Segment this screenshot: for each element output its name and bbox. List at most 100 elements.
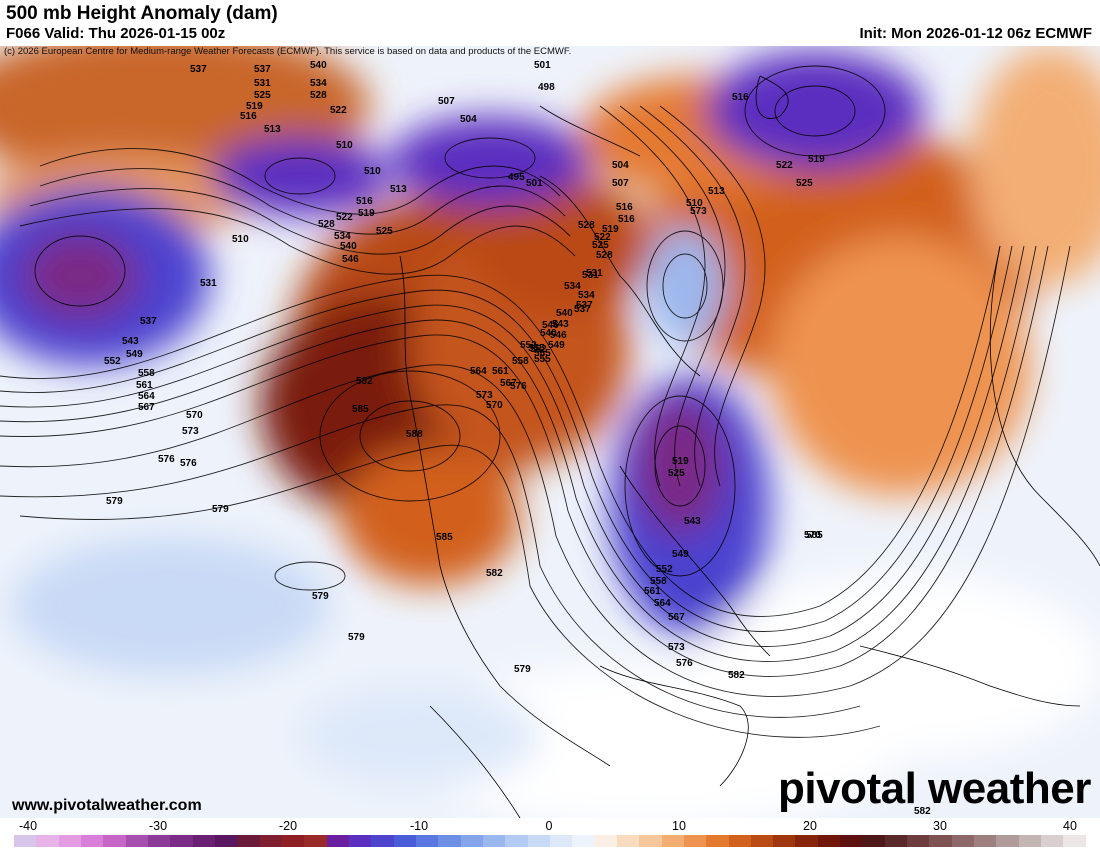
- contour-label: 537: [190, 64, 207, 75]
- contour-label: 567: [500, 378, 517, 389]
- colorbar-swatch: [125, 835, 148, 847]
- contour-label: 546: [542, 320, 559, 331]
- colorbar-swatch: [549, 835, 573, 847]
- colorbar-swatch: [371, 835, 394, 847]
- contour-label: 543: [552, 319, 569, 330]
- colorbar-swatch: [482, 835, 506, 847]
- colorbar-tick: 30: [933, 819, 947, 833]
- contour-label: 570: [186, 410, 203, 421]
- colorbar-swatch: [505, 835, 528, 847]
- contour-label: 549: [126, 349, 143, 360]
- contour-label: 558: [650, 576, 667, 587]
- contour-label: 558: [512, 356, 529, 367]
- colorbar-swatch: [706, 835, 729, 847]
- contour-label: 579: [348, 632, 365, 643]
- contour-label: 516: [732, 92, 749, 103]
- contour-label: 513: [708, 186, 725, 197]
- contour-label: 564: [470, 366, 487, 377]
- site-url[interactable]: www.pivotalweather.com: [12, 797, 202, 814]
- contour-label: 573: [690, 206, 707, 217]
- contour-label: 510: [364, 166, 381, 177]
- contour-label: 549: [672, 549, 689, 560]
- contour-label: 510: [232, 234, 249, 245]
- contour-label: 582: [728, 670, 745, 681]
- colorbar-swatch: [750, 835, 774, 847]
- contour-label: 495: [508, 172, 525, 183]
- contour-label: 516: [616, 202, 633, 213]
- contour-label: 525: [796, 178, 813, 189]
- contour-label: 543: [684, 516, 701, 527]
- contour-label: 537: [576, 300, 593, 311]
- colorbar-swatch: [683, 835, 707, 847]
- colorbar-swatch: [348, 835, 372, 847]
- contour-labels: 537 537 540 531 534 525 528 519 522 516 …: [104, 60, 931, 817]
- contour-label: 528: [318, 219, 335, 230]
- contour-label: 585: [806, 530, 823, 541]
- colorbar-swatch: [527, 835, 550, 847]
- contour-label: 576: [510, 381, 527, 392]
- contour-label: 540: [556, 308, 573, 319]
- contour-label: 528: [578, 220, 595, 231]
- copyright-notice: (c) 2026 European Centre for Medium-rang…: [4, 46, 572, 57]
- colorbar-swatch: [884, 835, 908, 847]
- contour-label: 513: [390, 184, 407, 195]
- contour-label: 525: [592, 240, 609, 251]
- contour-label: 525: [254, 90, 271, 101]
- colorbar-tick: -40: [18, 819, 38, 833]
- colorbar: -40 -30 -20 -10 0 10 20 30 40: [0, 818, 1100, 850]
- colorbar-swatch: [326, 835, 349, 847]
- contour-label: 576: [180, 458, 197, 469]
- contour-label: 561: [492, 366, 509, 377]
- colorbar-swatch: [840, 835, 863, 847]
- contour-label: 501: [534, 60, 551, 71]
- contour-label: 558: [138, 368, 155, 379]
- contour-label: 519: [246, 101, 263, 112]
- contour-label: 552: [104, 356, 121, 367]
- contour-label: 531: [586, 268, 603, 279]
- contour-label: 504: [460, 114, 477, 125]
- height-anomaly-map: 537 537 540 531 534 525 528 519 522 516 …: [0, 46, 1100, 818]
- contour-label: 564: [654, 598, 671, 609]
- colorbar-swatch: [907, 835, 930, 847]
- contour-label: 582: [914, 806, 931, 817]
- header-bar: 500 mb Height Anomaly (dam) F066 Valid: …: [0, 0, 1100, 46]
- contour-label: 531: [254, 78, 271, 89]
- contour-label: 555: [534, 348, 551, 359]
- contour-label: 585: [352, 404, 369, 415]
- colorbar-swatch: [460, 835, 483, 847]
- colorbar-swatch: [393, 835, 416, 847]
- colorbar-swatch: [862, 835, 885, 847]
- contour-label: 570: [486, 400, 503, 411]
- contour-label: 555: [528, 343, 545, 354]
- colorbar-swatch: [616, 835, 640, 847]
- contour-label: 564: [138, 391, 155, 402]
- colorbar-swatch: [1041, 835, 1064, 847]
- contour-label: 534: [334, 231, 351, 242]
- colorbar-tick: -20: [278, 819, 298, 833]
- contour-label: 516: [356, 196, 373, 207]
- contour-label: 555: [534, 354, 551, 365]
- contour-label: 528: [310, 90, 327, 101]
- contour-label: 522: [336, 212, 353, 223]
- anomaly-shading: [0, 46, 1100, 818]
- contour-label: 516: [618, 214, 635, 225]
- colorbar-swatch: [974, 835, 997, 847]
- colorbar-tick: 0: [545, 819, 553, 833]
- colorbar-swatch: [817, 835, 841, 847]
- colorbar-swatch: [36, 835, 59, 847]
- colorbar-swatch: [214, 835, 238, 847]
- contour-label: 519: [672, 456, 689, 467]
- contour-label: 522: [330, 105, 347, 116]
- colorbar-strip: [14, 835, 1086, 847]
- contour-label: 582: [356, 376, 373, 387]
- contour-label: 552: [530, 344, 547, 355]
- contour-label: 576: [676, 658, 693, 669]
- colorbar-swatch: [80, 835, 104, 847]
- height-contours: [0, 65, 1071, 738]
- contour-label: 567: [668, 612, 685, 623]
- colorbar-swatch: [304, 835, 327, 847]
- contour-label: 516: [240, 111, 257, 122]
- contour-label: 561: [136, 380, 153, 391]
- contour-label: 537: [140, 316, 157, 327]
- contour-label: 525: [668, 468, 685, 479]
